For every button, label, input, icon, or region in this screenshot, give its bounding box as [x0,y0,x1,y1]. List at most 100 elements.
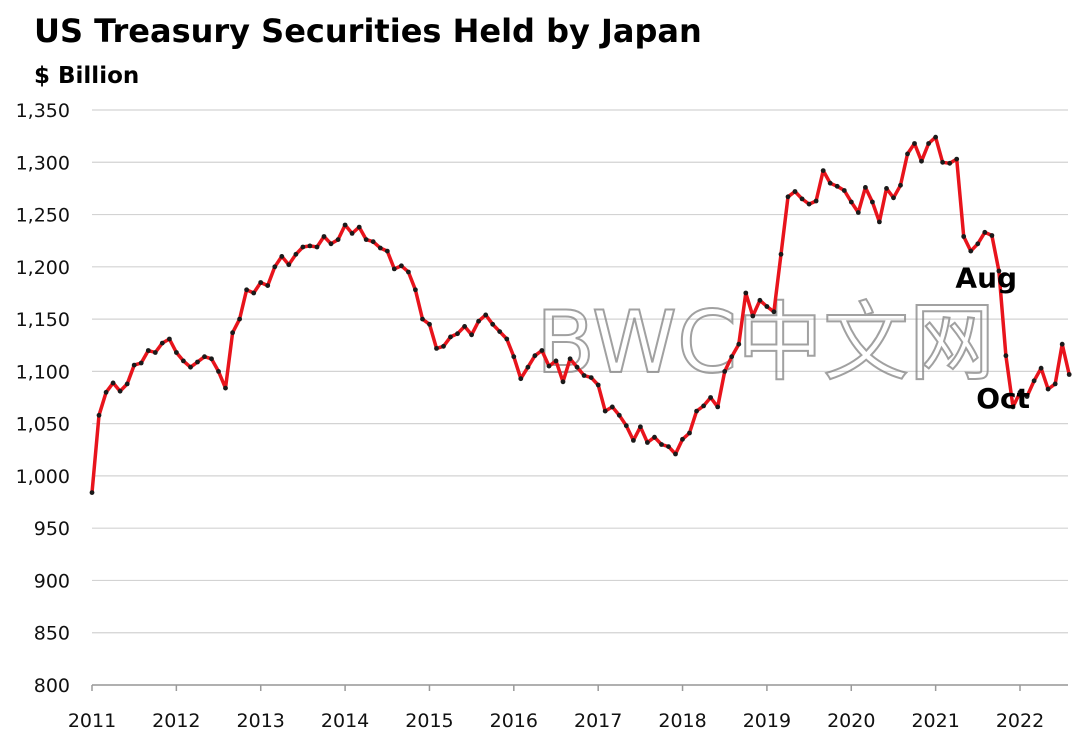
data-point [806,201,812,207]
data-point [848,199,854,205]
data-point [792,189,798,194]
data-point [764,304,770,309]
data-point [919,158,924,164]
y-tick-label: 900 [34,570,70,592]
data-point [1010,404,1016,410]
watermark: BWC中文网 [536,293,995,393]
data-point [469,332,474,338]
data-point [933,134,938,140]
data-point [616,412,622,418]
data-point [307,243,313,249]
data-point [89,490,95,495]
data-point [174,350,179,355]
y-tick-label: 950 [34,518,70,540]
y-tick-label: 800 [34,675,70,697]
data-point [518,376,524,382]
data-point [455,331,460,337]
data-point [820,168,826,174]
data-point [335,237,341,243]
data-point [975,241,981,247]
data-point [265,283,271,288]
data-point [251,290,257,296]
y-tick-label: 1,050 [16,414,70,436]
y-tick-label: 1,300 [16,152,70,174]
y-tick-label: 1,200 [16,257,70,279]
y-tick-label: 1,350 [16,100,70,122]
data-point [103,389,109,395]
data-point [652,434,657,440]
data-point [272,264,278,270]
data-point [441,343,446,349]
data-point [560,379,566,385]
data-point [553,358,559,364]
data-point [940,159,945,165]
data-point [448,334,453,340]
data-point [539,348,545,353]
data-point [1052,381,1058,387]
data-point [1059,341,1065,347]
data-point [989,233,995,238]
data-point [638,424,643,430]
data-point [117,388,123,394]
data-point [216,369,221,374]
data-point [947,160,953,166]
data-point [181,358,186,364]
data-point [799,196,805,202]
data-point [785,194,791,200]
data-point [476,318,481,324]
annotation-label: Oct [976,382,1030,415]
data-point [884,186,889,191]
data-point [631,438,636,443]
data-point [870,199,875,205]
data-point [427,321,432,327]
data-point [377,245,383,251]
data-point [462,324,467,329]
x-axis-ticks: 2011 2012 2013 2014 2015 2016 2017 2018 2019 2020… [68,685,1044,732]
data-point [694,408,699,414]
data-point [159,340,165,346]
data-point [623,423,629,429]
x-tick-label: 2015 [405,710,453,732]
data-point [1045,386,1051,392]
data-point [195,359,200,365]
data-point [145,348,151,353]
y-tick-label: 850 [34,623,70,645]
data-point [363,237,369,243]
data-point [574,364,580,370]
x-tick-label: 2014 [321,710,369,732]
data-point [110,380,116,386]
data-point [687,430,692,436]
data-point [497,329,503,334]
data-point [729,354,735,360]
data-point [188,364,193,370]
data-point [209,356,214,362]
data-point [96,412,102,418]
data-point [877,219,882,225]
data-point [223,385,228,391]
data-point [532,353,538,359]
data-point [567,356,573,362]
data-point [138,360,144,366]
x-tick-label: 2011 [68,710,116,732]
data-point [546,363,552,369]
data-point [954,156,960,162]
data-point [434,346,439,351]
data-point [370,239,376,245]
data-point [757,297,763,303]
data-point [328,241,334,247]
data-point [926,141,931,146]
data-point [293,251,299,257]
data-point [1038,365,1044,371]
data-point [715,404,721,410]
data-point [912,141,917,146]
data-point [124,381,130,387]
gridlines [92,109,1068,686]
y-axis-ticks: 800 850 900 950 1,000 1,050 1,100 1,150 1,200 1,2… [16,100,70,697]
chart-title: US Treasury Securities Held by Japan [34,12,702,50]
data-point [244,287,250,293]
x-tick-label: 2019 [743,710,791,732]
data-point [673,451,678,457]
data-point [413,287,418,293]
data-point [406,269,411,275]
